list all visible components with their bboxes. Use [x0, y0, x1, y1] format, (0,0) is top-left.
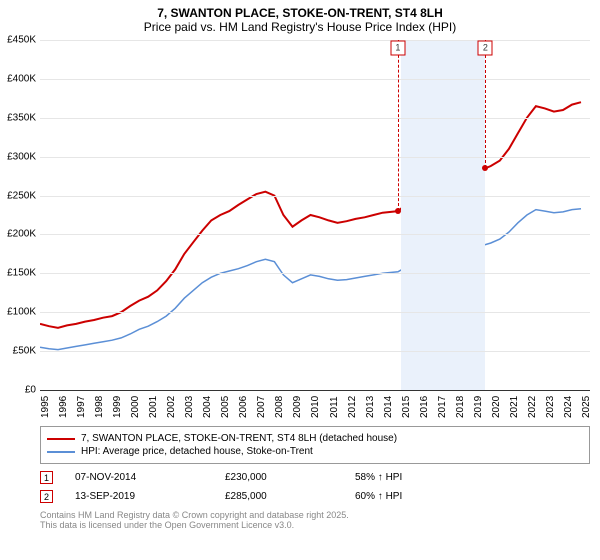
gridline: [40, 273, 590, 274]
y-axis-label: £50K: [0, 346, 36, 357]
y-axis-label: £450K: [0, 35, 36, 46]
title-line-2: Price paid vs. HM Land Registry's House …: [0, 20, 600, 34]
sale-hpi: 60% ↑ HPI: [355, 491, 402, 502]
chart-area: £0£50K£100K£150K£200K£250K£300K£350K£400…: [40, 40, 590, 420]
sale-dot: [395, 208, 401, 214]
series-line: [40, 102, 581, 328]
series-line: [40, 209, 581, 350]
y-axis-label: £250K: [0, 190, 36, 201]
legend-swatch: [47, 438, 75, 440]
shaded-band: [401, 40, 486, 390]
sale-vline: [398, 40, 399, 211]
legend-box: 7, SWANTON PLACE, STOKE-ON-TRENT, ST4 8L…: [40, 426, 590, 464]
footer-line-1: Contains HM Land Registry data © Crown c…: [40, 510, 590, 520]
gridline: [40, 79, 590, 80]
legend-label: 7, SWANTON PLACE, STOKE-ON-TRENT, ST4 8L…: [81, 433, 397, 444]
footer: Contains HM Land Registry data © Crown c…: [40, 510, 590, 530]
sale-vline: [485, 40, 486, 168]
gridline: [40, 234, 590, 235]
y-axis-label: £400K: [0, 73, 36, 84]
gridline: [40, 196, 590, 197]
plot-region: £0£50K£100K£150K£200K£250K£300K£350K£400…: [40, 40, 590, 390]
sales-table: 1 07-NOV-2014£230,00058% ↑ HPI 2 13-SEP-201…: [40, 468, 590, 506]
gridline: [40, 312, 590, 313]
gridline: [40, 118, 590, 119]
title-line-1: 7, SWANTON PLACE, STOKE-ON-TRENT, ST4 8L…: [0, 6, 600, 20]
sale-row: 2 13-SEP-2019£285,00060% ↑ HPI: [40, 487, 590, 506]
footer-line-2: This data is licensed under the Open Gov…: [40, 520, 590, 530]
line-series-svg: [40, 40, 590, 390]
legend-row: HPI: Average price, detached house, Stok…: [47, 446, 583, 457]
y-axis-label: £350K: [0, 112, 36, 123]
sale-dot: [482, 165, 488, 171]
sale-date: 13-SEP-2019: [75, 491, 225, 502]
legend-row: 7, SWANTON PLACE, STOKE-ON-TRENT, ST4 8L…: [47, 433, 583, 444]
gridline: [40, 40, 590, 41]
sale-hpi: 58% ↑ HPI: [355, 472, 402, 483]
sale-marker: 1: [390, 41, 405, 56]
sale-price: £285,000: [225, 491, 355, 502]
legend-swatch: [47, 451, 75, 453]
sale-row-marker: 1: [40, 471, 53, 484]
legend-label: HPI: Average price, detached house, Stok…: [81, 446, 313, 457]
y-axis-label: £300K: [0, 151, 36, 162]
gridline: [40, 157, 590, 158]
sale-row-marker: 2: [40, 490, 53, 503]
sale-price: £230,000: [225, 472, 355, 483]
y-axis-label: £200K: [0, 229, 36, 240]
gridline: [40, 390, 590, 391]
chart-header: 7, SWANTON PLACE, STOKE-ON-TRENT, ST4 8L…: [0, 0, 600, 36]
y-axis-label: £100K: [0, 307, 36, 318]
sale-date: 07-NOV-2014: [75, 472, 225, 483]
y-axis-label: £150K: [0, 268, 36, 279]
sale-marker: 2: [478, 41, 493, 56]
sale-row: 1 07-NOV-2014£230,00058% ↑ HPI: [40, 468, 590, 487]
gridline: [40, 351, 590, 352]
y-axis-label: £0: [0, 385, 36, 396]
